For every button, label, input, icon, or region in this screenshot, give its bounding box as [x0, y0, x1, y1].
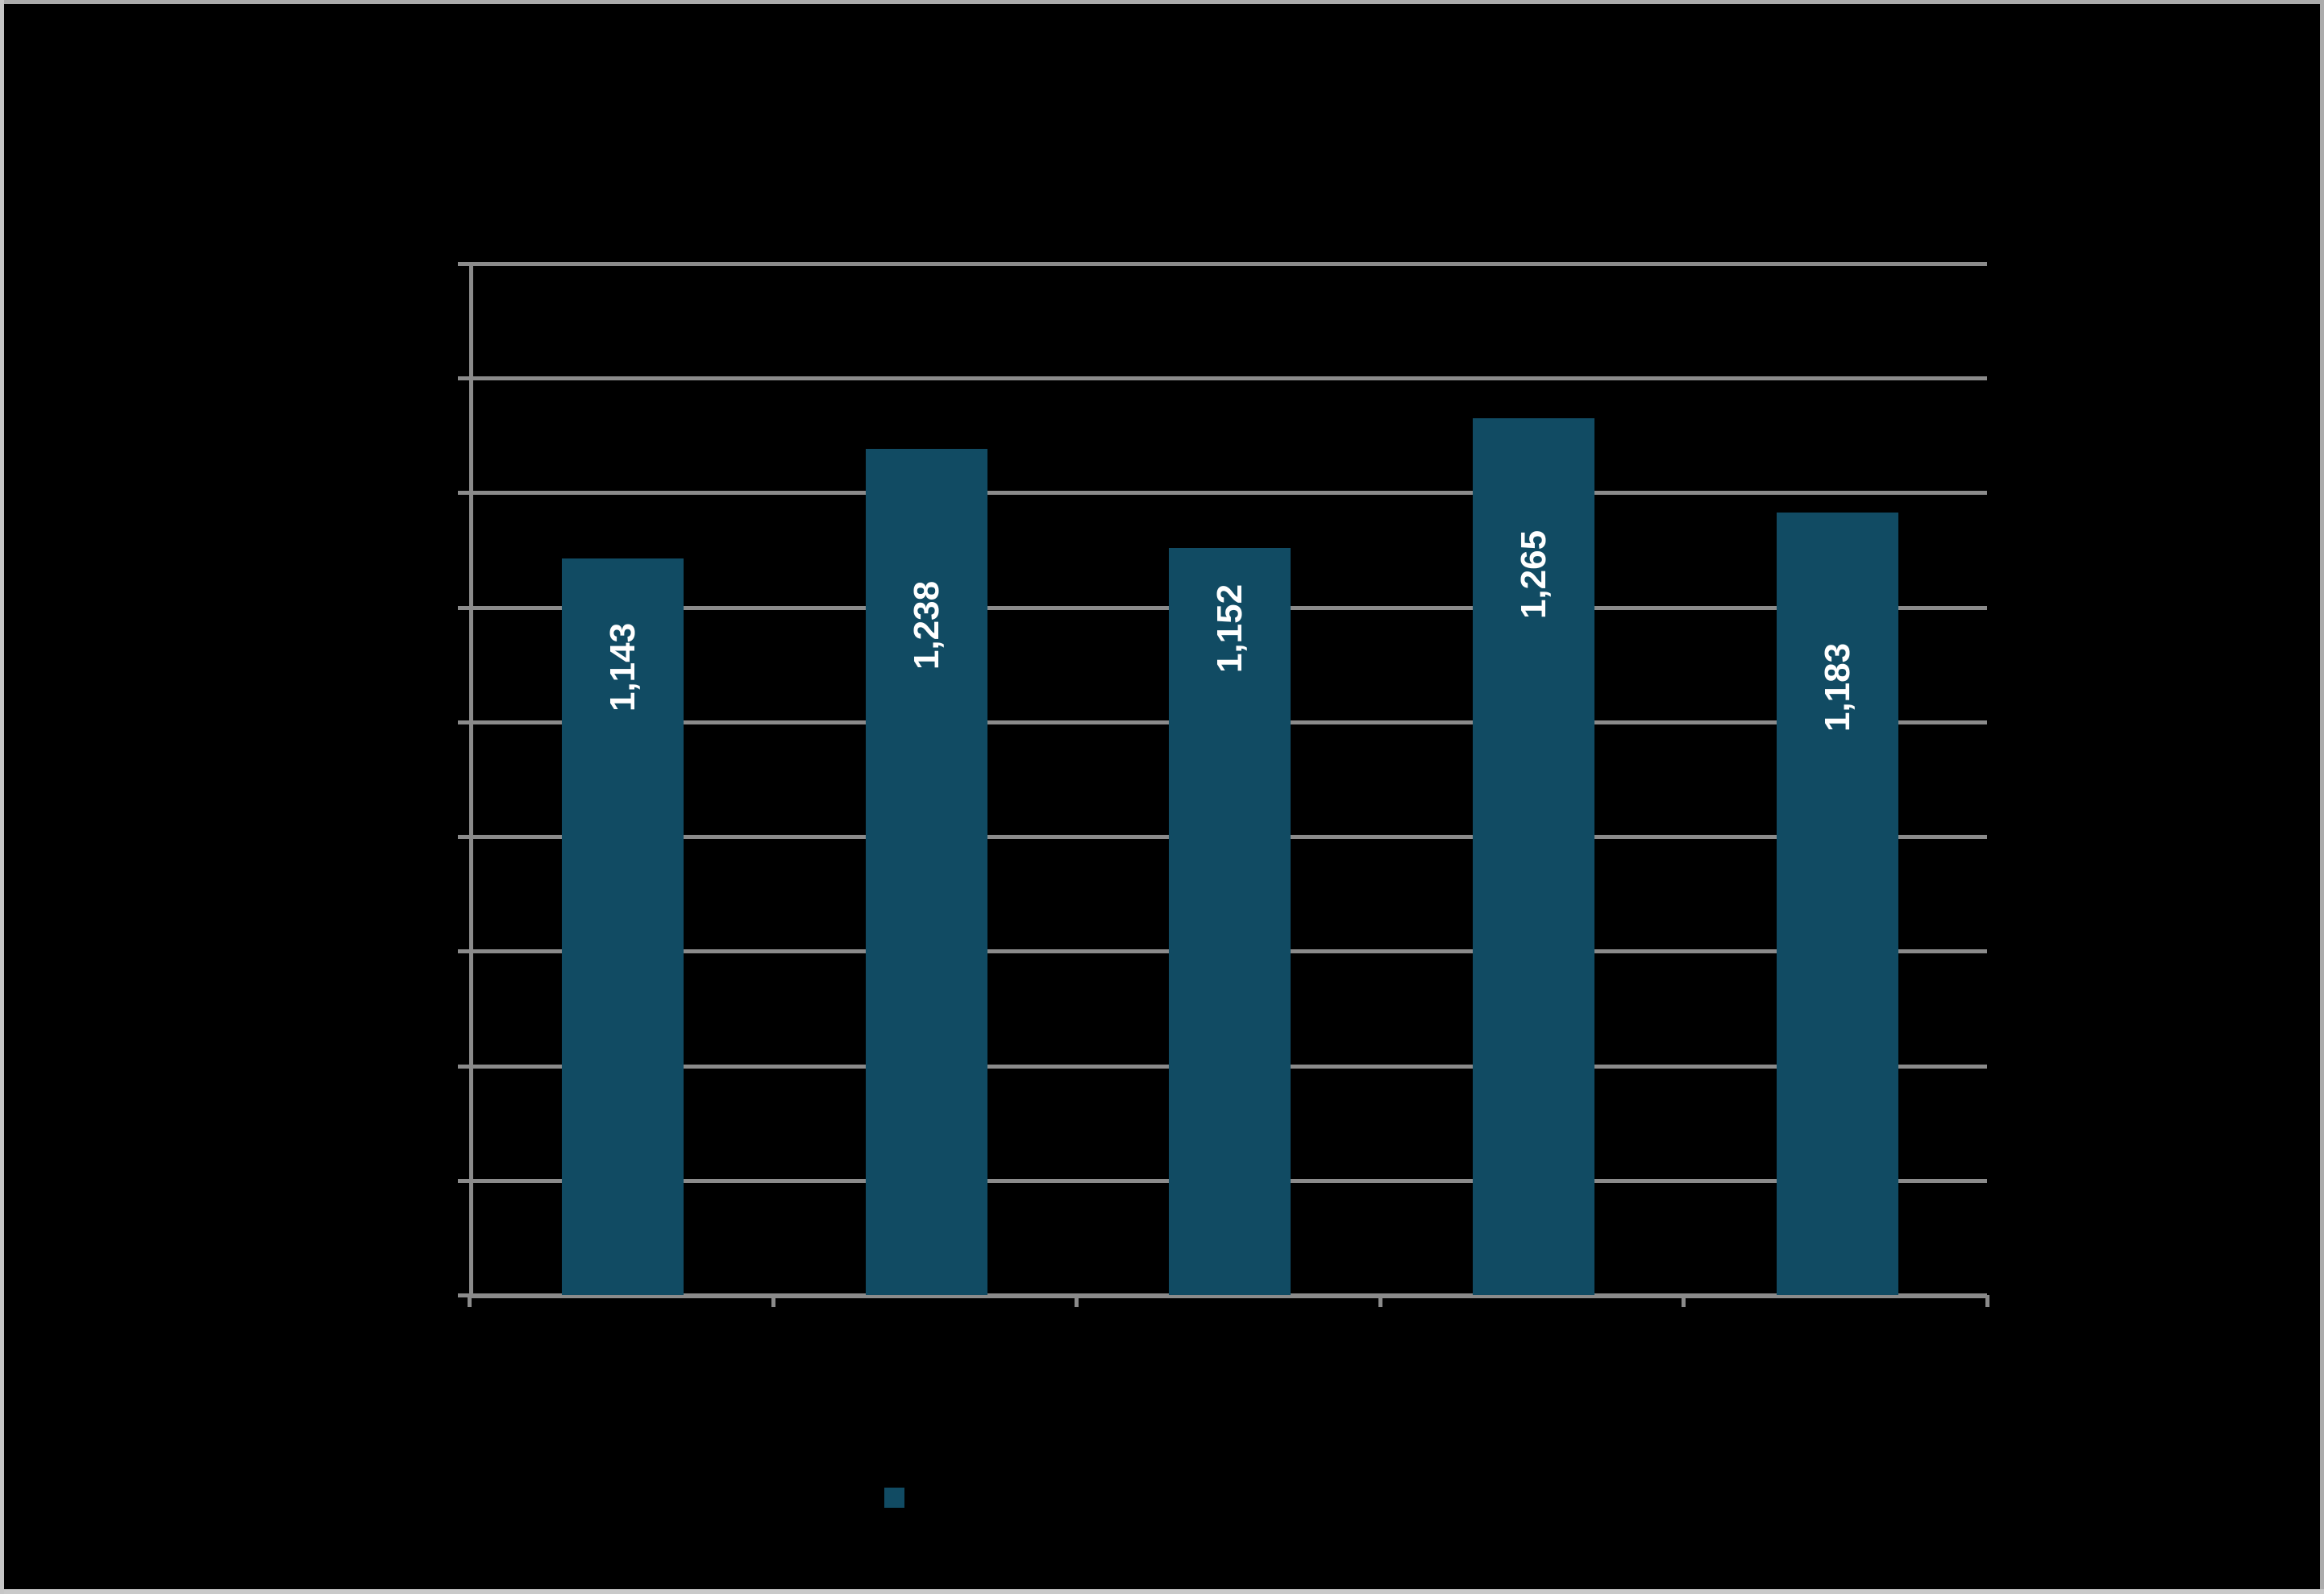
y-axis-tick — [458, 491, 469, 495]
bar-value-label: 1,238 — [906, 580, 946, 670]
frame-edge-top — [0, 0, 2324, 4]
y-axis-tick — [458, 720, 469, 724]
x-axis-tick — [1075, 1295, 1079, 1307]
bar — [1169, 548, 1291, 1295]
y-axis-tick — [458, 606, 469, 610]
bar-value-label: 1,143 — [602, 622, 642, 712]
bar-value-label: 1,183 — [1817, 642, 1857, 733]
y-axis-tick — [458, 376, 469, 380]
x-axis-tick — [1378, 1295, 1382, 1307]
x-axis-tick — [771, 1295, 775, 1307]
x-axis-tick — [468, 1295, 472, 1307]
y-axis-tick — [458, 1065, 469, 1069]
bar — [866, 449, 987, 1295]
y-axis-tick — [458, 1179, 469, 1183]
frame-edge-right — [2320, 0, 2324, 1594]
x-axis-tick — [1682, 1295, 1686, 1307]
gridline — [469, 262, 1987, 266]
y-axis-tick — [458, 835, 469, 839]
y-axis-tick — [458, 1293, 469, 1297]
y-axis-line — [469, 264, 473, 1295]
legend-swatch — [884, 1488, 904, 1508]
y-axis-tick — [458, 262, 469, 266]
bar — [1777, 513, 1898, 1295]
bar — [562, 558, 684, 1295]
frame-edge-left — [0, 0, 4, 1594]
x-axis-tick — [1985, 1295, 1989, 1307]
gridline — [469, 376, 1987, 380]
x-axis-line — [469, 1293, 1987, 1298]
gridline — [469, 491, 1987, 495]
bar-value-label: 1,152 — [1209, 583, 1249, 674]
bar — [1473, 418, 1594, 1295]
frame-edge-bottom — [0, 1589, 2324, 1594]
bar-value-label: 1,265 — [1513, 529, 1553, 620]
y-axis-tick — [458, 949, 469, 953]
